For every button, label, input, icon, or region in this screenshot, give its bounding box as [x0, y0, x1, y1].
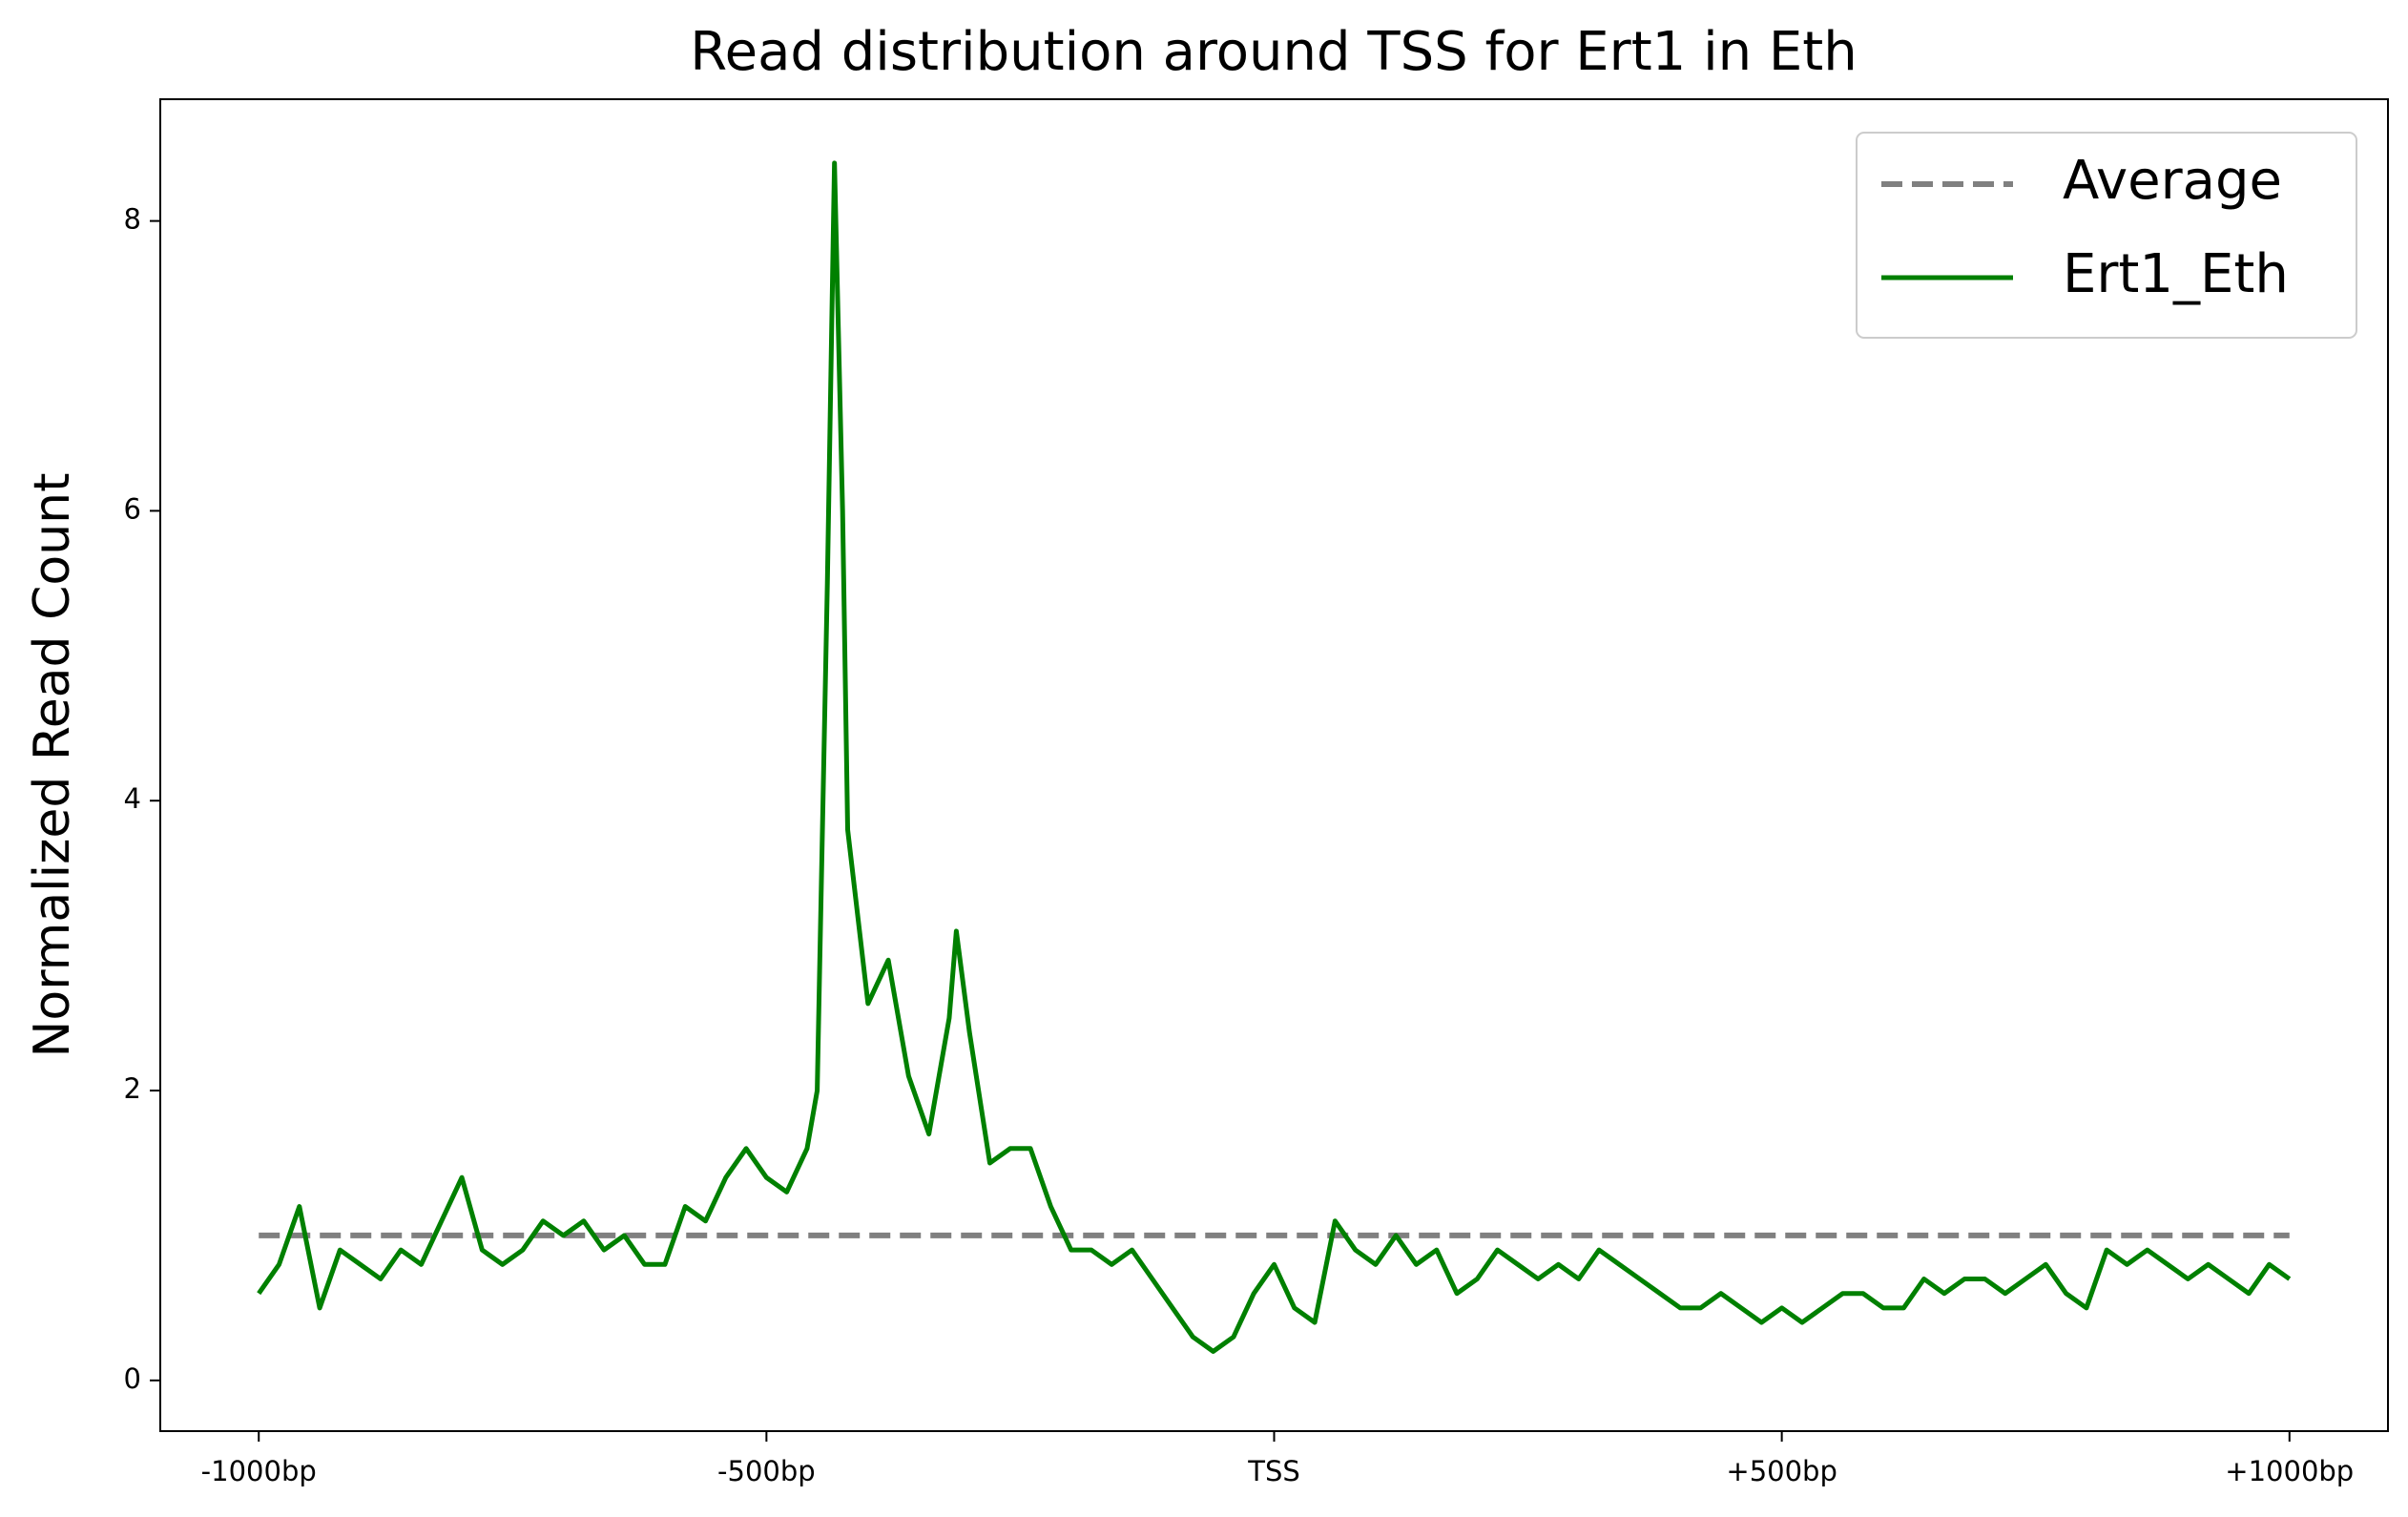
y-tick-label: 0: [124, 1362, 141, 1395]
y-axis-label: Normalized Read Count: [24, 472, 81, 1057]
legend-label: Ert1_Eth: [2063, 243, 2289, 305]
x-tick-label: -1000bp: [201, 1455, 317, 1487]
x-tick-label: +1000bp: [2225, 1455, 2354, 1487]
plot-frame: [159, 98, 2389, 1432]
x-tick-label: +500bp: [1726, 1455, 1837, 1487]
x-tick-label: TSS: [1247, 1455, 1300, 1487]
x-tick-label: -500bp: [717, 1455, 816, 1487]
y-tick-label: 8: [124, 203, 141, 236]
y-tick-label: 4: [124, 782, 141, 815]
y-tick-label: 6: [124, 492, 141, 525]
line-series: [257, 160, 2292, 1354]
chart-title: Read distribution around TSS for Ert1 in…: [690, 21, 1858, 83]
y-tick-label: 2: [124, 1072, 141, 1105]
legend-label: Average: [2063, 150, 2282, 212]
